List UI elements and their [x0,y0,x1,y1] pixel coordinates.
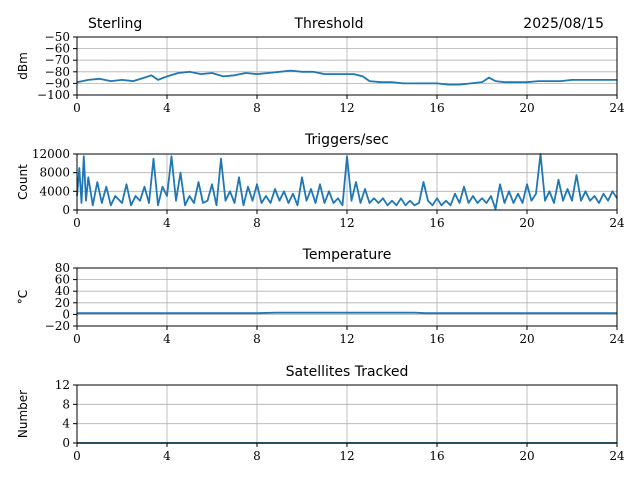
x-tick-label: 0 [73,101,81,115]
y-tick-label: 20 [55,296,70,310]
x-tick-label: 8 [253,101,261,115]
y-tick-label: −60 [45,42,70,56]
satellites-tracked-y-axis-label: Number [16,390,30,438]
x-tick-label: 20 [519,332,534,346]
y-tick-label: 8 [62,397,70,411]
y-tick-label: 0 [62,307,70,321]
x-tick-label: 16 [429,449,444,463]
x-tick-label: 12 [339,101,354,115]
x-tick-label: 16 [429,101,444,115]
y-tick-label: 12 [55,378,70,392]
temperature-title: Temperature [302,247,392,263]
y-tick-label: −70 [45,53,70,67]
triggers-sec-title: Triggers/sec [304,132,389,148]
x-tick-label: 8 [253,332,261,346]
x-tick-label: 12 [339,449,354,463]
y-tick-label: −80 [45,65,70,79]
y-tick-label: −100 [37,88,70,102]
y-tick-label: −20 [45,319,70,333]
satellites-tracked-title: Satellites Tracked [286,364,409,380]
x-tick-label: 24 [609,101,625,115]
x-tick-label: 8 [253,216,261,230]
x-tick-label: 4 [163,216,171,230]
x-tick-label: 24 [609,449,625,463]
temperature-y-axis-label: °C [16,290,30,304]
x-tick-label: 0 [73,449,81,463]
y-tick-label: 60 [55,273,70,287]
x-tick-label: 16 [429,216,444,230]
page-title: Threshold [294,16,364,32]
y-tick-label: −90 [45,76,70,90]
chart-panels: 0 4 8 12 16 20 24 −50−60−70−80−90−100 dBm 0 4 8 12 16… [16,30,625,463]
x-tick-label: 0 [73,216,81,230]
x-tick-label: 4 [163,449,171,463]
x-tick-label: 12 [339,332,354,346]
y-tick-label: 0 [62,436,70,450]
x-tick-label: 12 [339,216,354,230]
x-tick-label: 8 [253,449,261,463]
y-tick-label: 0 [62,203,70,217]
x-tick-label: 4 [163,101,171,115]
x-tick-label: 24 [609,216,625,230]
y-tick-label: 12000 [32,147,70,161]
y-tick-label: 80 [55,261,70,275]
threshold-y-axis-label: dBm [16,52,30,80]
date-label: 2025/08/15 [523,16,604,32]
triggers-sec-y-axis-label: Count [16,164,30,200]
y-tick-label: 8000 [39,166,70,180]
y-tick-label: 40 [55,284,70,298]
triggers-sec-series-line [76,153,618,211]
temperature-series-line [77,311,617,315]
y-tick-label: 4000 [39,184,70,198]
x-tick-label: 20 [519,449,534,463]
x-tick-label: 20 [519,101,534,115]
x-tick-label: 0 [73,332,81,346]
site-name: Sterling [88,16,142,32]
x-tick-label: 24 [609,332,625,346]
y-tick-label: −50 [45,30,70,44]
threshold-series-line [76,69,617,86]
satellites-tracked-panel: 0 4 8 12 16 20 24 0 4 8 12 Number Satellites Tracked [16,364,625,463]
threshold-panel: 0 4 8 12 16 20 24 −50−60−70−80−90−100 dBm [16,30,625,115]
y-tick-label: 4 [62,417,70,431]
x-tick-label: 4 [163,332,171,346]
x-tick-label: 20 [519,216,534,230]
x-tick-label: 16 [429,332,444,346]
